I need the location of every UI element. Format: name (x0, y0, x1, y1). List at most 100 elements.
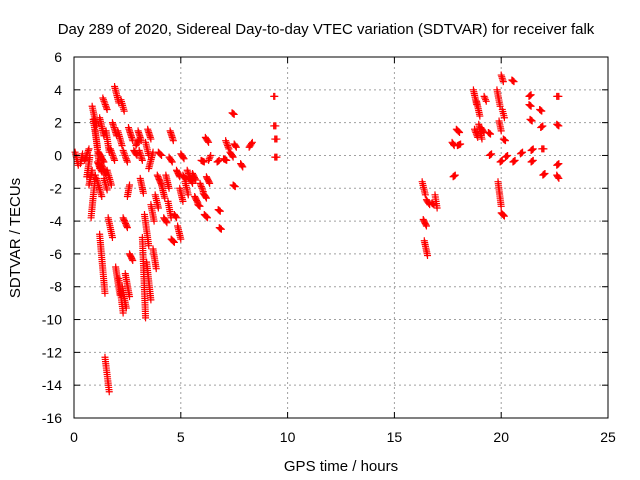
data-point (86, 151, 94, 159)
data-point (100, 97, 108, 105)
data-point (499, 211, 507, 219)
data-point (424, 252, 432, 260)
data-point (197, 181, 205, 189)
data-point (147, 296, 155, 304)
data-point (239, 163, 247, 171)
data-point (472, 130, 480, 138)
data-point (500, 114, 508, 122)
data-point (177, 235, 185, 243)
data-point (199, 186, 207, 194)
data-point (168, 158, 176, 166)
data-point (120, 107, 128, 115)
data-point (500, 212, 508, 220)
data-point (145, 242, 153, 250)
data-point (222, 137, 230, 145)
data-point (204, 137, 212, 145)
data-points (71, 71, 563, 396)
y-tick-label: -6 (50, 246, 63, 262)
x-tick-label: 0 (70, 429, 78, 445)
data-point (84, 147, 92, 155)
data-point (189, 179, 197, 187)
data-point (120, 150, 128, 158)
y-tick-label: -4 (50, 213, 63, 229)
data-point (422, 222, 430, 230)
data-point (205, 138, 213, 146)
data-point (511, 156, 519, 164)
data-point (455, 128, 463, 136)
data-point (231, 183, 239, 191)
data-point (108, 148, 116, 156)
data-point (192, 176, 200, 184)
data-point (158, 151, 166, 159)
data-point (421, 191, 429, 199)
data-point (224, 142, 232, 150)
data-point (139, 189, 147, 197)
y-axis-ticks: -16 -14 -12 -10 -8 -6 -4 -2 0 2 4 6 (42, 49, 608, 426)
data-point (123, 158, 131, 166)
data-point (122, 153, 130, 161)
data-point (99, 94, 107, 102)
data-point (108, 234, 116, 241)
data-point (248, 140, 256, 148)
data-point (137, 137, 145, 145)
data-point (109, 151, 117, 159)
data-point (538, 107, 546, 115)
data-point (179, 197, 187, 205)
data-point (85, 145, 93, 153)
y-tick-label: 6 (54, 49, 62, 65)
data-point (188, 178, 196, 186)
data-point (504, 151, 512, 159)
x-tick-label: 25 (600, 429, 616, 445)
data-point (529, 145, 537, 153)
data-point (555, 92, 563, 100)
data-point (147, 135, 155, 143)
data-point (555, 174, 563, 182)
data-point (273, 135, 281, 143)
data-point (121, 151, 129, 159)
data-point (101, 101, 109, 109)
data-point (191, 175, 199, 183)
data-point (106, 145, 114, 153)
data-point (123, 224, 131, 232)
data-point (107, 147, 115, 155)
data-point (110, 155, 118, 163)
data-point (554, 173, 562, 181)
x-axis-label: GPS time / hours (284, 458, 398, 475)
data-point (183, 166, 191, 174)
data-point (102, 102, 110, 110)
data-point (272, 122, 280, 130)
data-point (248, 138, 256, 146)
data-point (202, 194, 210, 202)
data-point (196, 179, 204, 187)
data-point (170, 238, 178, 246)
data-point (472, 128, 480, 136)
data-point (81, 156, 89, 164)
data-point (488, 150, 496, 158)
data-point (180, 155, 188, 163)
x-axis-ticks: 0 5 10 15 20 25 (70, 57, 616, 445)
data-point (128, 255, 136, 263)
data-point (154, 204, 162, 212)
data-point (129, 256, 137, 264)
data-point (224, 143, 232, 151)
data-point (122, 155, 130, 163)
data-point (529, 156, 537, 164)
data-point (273, 153, 281, 161)
y-tick-label: -2 (50, 180, 63, 196)
data-point (101, 99, 109, 107)
data-point (206, 153, 214, 161)
data-point (88, 166, 96, 174)
data-point (99, 96, 107, 104)
data-point (528, 117, 536, 125)
data-point (454, 127, 462, 135)
data-point (422, 221, 430, 229)
y-tick-label: 4 (54, 82, 62, 98)
x-tick-label: 15 (387, 429, 403, 445)
data-point (179, 154, 187, 162)
data-point (498, 156, 506, 164)
data-point (229, 153, 237, 161)
data-point (527, 102, 535, 110)
data-point (157, 151, 165, 159)
data-point (541, 170, 549, 178)
data-point (205, 155, 213, 163)
